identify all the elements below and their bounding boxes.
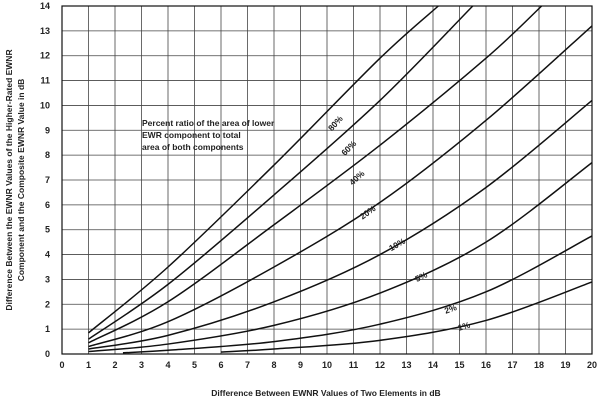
y-tick-label: 0 [45, 349, 50, 359]
y-tick-label: 5 [45, 225, 50, 235]
series-curve-5pct [88, 162, 593, 353]
y-tick-label: 13 [40, 26, 50, 36]
x-tick-label: 20 [587, 360, 597, 370]
plot-frame [61, 5, 593, 355]
series-curve-80pct [88, 5, 439, 334]
annotation-line-1: Percent ratio of the area of lower [142, 118, 275, 128]
y-tick-label: 12 [40, 51, 50, 61]
y-axis-title-line-1: Difference Between the EWNR Values of th… [4, 49, 14, 310]
y-tick-label: 4 [45, 250, 50, 260]
y-tick-label: 10 [40, 100, 50, 110]
x-tick-label: 13 [401, 360, 411, 370]
grid-layer [61, 5, 593, 355]
x-tick-label: 16 [481, 360, 491, 370]
x-tick-label: 14 [428, 360, 438, 370]
x-tick-label: 19 [560, 360, 570, 370]
y-tick-label: 14 [40, 1, 50, 11]
x-tick-label: 9 [298, 360, 303, 370]
x-tick-label: 11 [349, 360, 359, 370]
annotation-line-2: EWR component to total [142, 130, 241, 140]
y-tick-label: 6 [45, 200, 50, 210]
x-tick-label: 10 [322, 360, 332, 370]
curve-label-40pct: 40% [347, 168, 367, 187]
x-tick-label: 2 [112, 360, 117, 370]
x-axis-title: Difference Between EWNR Values of Two El… [211, 388, 440, 398]
y-tick-label: 8 [45, 150, 50, 160]
curve-label-10pct: 10% [387, 236, 407, 253]
curve-layer [88, 5, 593, 354]
x-tick-label: 12 [375, 360, 385, 370]
y-tick-label: 1 [45, 324, 50, 334]
x-tick-label: 4 [165, 360, 170, 370]
x-tick-label: 8 [271, 360, 276, 370]
x-tick-label: 17 [507, 360, 517, 370]
series-curve-40pct [88, 5, 543, 344]
x-tick-label: 18 [534, 360, 544, 370]
x-tick-label: 5 [192, 360, 197, 370]
curve-label-2pct: 2% [443, 302, 458, 316]
series-curve-1pct [220, 281, 593, 353]
x-tick-label: 15 [454, 360, 464, 370]
x-tick-label: 1 [86, 360, 91, 370]
x-tick-label: 3 [139, 360, 144, 370]
curve-label-5pct: 5% [413, 269, 429, 284]
series-curve-2pct [122, 235, 593, 354]
series-curve-10pct [88, 99, 593, 350]
tick-label-layer: 0 1 2 3 4 5 6 7 8 9 10 11 12 13 14 15 16 17 18 19 2001234567… [40, 1, 597, 370]
curve-label-60pct: 60% [339, 138, 358, 157]
series-curve-60pct [88, 5, 474, 340]
x-tick-label: 0 [59, 360, 64, 370]
y-axis-title-line-2: Component and the Composite EWNR Value i… [16, 79, 26, 282]
y-tick-label: 9 [45, 125, 50, 135]
curve-label-1pct: 1% [457, 320, 472, 333]
y-tick-label: 7 [45, 175, 50, 185]
x-tick-label: 6 [218, 360, 223, 370]
y-tick-label: 2 [45, 299, 50, 309]
x-tick-label: 7 [245, 360, 250, 370]
annotation-line-3: area of both components [142, 142, 244, 152]
y-tick-label: 3 [45, 274, 50, 284]
series-curve-20pct [88, 25, 593, 348]
y-tick-label: 11 [40, 76, 50, 86]
